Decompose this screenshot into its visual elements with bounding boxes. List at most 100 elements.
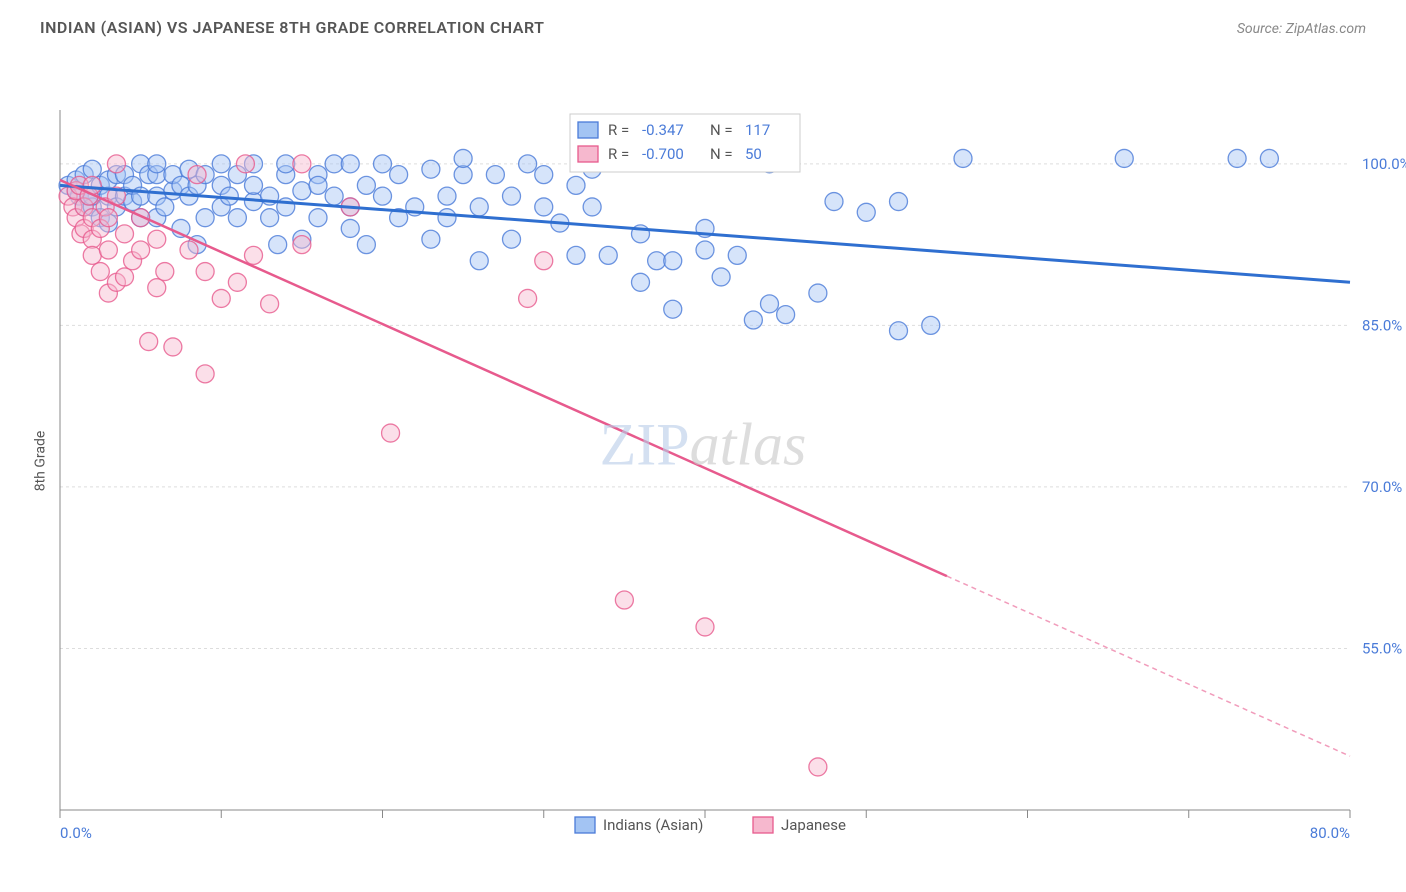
scatter-point [382, 424, 400, 442]
scatter-point [890, 193, 908, 211]
scatter-point [212, 289, 230, 307]
scatter-point [422, 230, 440, 248]
scatter-point [712, 268, 730, 286]
scatter-point [583, 198, 601, 216]
scatter-point [825, 193, 843, 211]
svg-text:N =: N = [710, 121, 733, 139]
scatter-point [761, 295, 779, 313]
scatter-point [99, 209, 117, 227]
scatter-point [236, 155, 254, 173]
scatter-point [228, 209, 246, 227]
svg-text:Japanese: Japanese [781, 816, 846, 834]
scatter-point [245, 176, 263, 194]
scatter-point [269, 236, 287, 254]
scatter-point [777, 306, 795, 324]
scatter-point [535, 252, 553, 270]
scatter-point [454, 166, 472, 184]
scatter-point [535, 198, 553, 216]
scatter-point [180, 241, 198, 259]
scatter-point [486, 166, 504, 184]
scatter-point [615, 591, 633, 609]
scatter-point [116, 225, 134, 243]
scatter-point [148, 230, 166, 248]
scatter-point [341, 155, 359, 173]
scatter-point [374, 187, 392, 205]
scatter-point [519, 155, 537, 173]
scatter-point [212, 155, 230, 173]
scatter-point [164, 338, 182, 356]
scatter-point [374, 155, 392, 173]
svg-text:50: 50 [745, 145, 762, 163]
scatter-point [664, 252, 682, 270]
scatter-point [228, 273, 246, 291]
scatter-point [309, 209, 327, 227]
y-tick-label: 70.0% [1362, 478, 1402, 496]
scatter-point [922, 316, 940, 334]
svg-text:-0.700: -0.700 [642, 145, 684, 163]
y-tick-label: 100.0% [1362, 155, 1406, 173]
scatter-point [519, 289, 537, 307]
scatter-point [132, 241, 150, 259]
scatter-point [438, 187, 456, 205]
scatter-point [1115, 149, 1133, 167]
scatter-point [156, 198, 174, 216]
scatter-point [83, 246, 101, 264]
scatter-point [196, 365, 214, 383]
scatter-point [503, 230, 521, 248]
scatter-point [470, 252, 488, 270]
svg-text:Indians (Asian): Indians (Asian) [603, 816, 703, 834]
svg-text:N =: N = [710, 145, 733, 163]
scatter-point [107, 155, 125, 173]
scatter-point [148, 279, 166, 297]
scatter-point [148, 155, 166, 173]
scatter-point [648, 252, 666, 270]
scatter-point [196, 209, 214, 227]
scatter-point [728, 246, 746, 264]
bottom-legend: Indians (Asian) Japanese [575, 816, 846, 834]
scatter-point [696, 241, 714, 259]
scatter-point [422, 160, 440, 178]
y-tick-label: 55.0% [1362, 639, 1402, 657]
scatter-point [357, 236, 375, 254]
scatter-point [261, 295, 279, 313]
source-label: Source: ZipAtlas.com [1237, 21, 1366, 37]
scatter-point [293, 155, 311, 173]
scatter-point [325, 155, 343, 173]
scatter-point [116, 268, 134, 286]
scatter-point [454, 149, 472, 167]
scatter-point [438, 209, 456, 227]
scatter-point [954, 149, 972, 167]
scatter-point [664, 300, 682, 318]
scatter-point [309, 176, 327, 194]
x-tick-label: 0.0% [60, 824, 92, 842]
scatter-point [809, 284, 827, 302]
scatter-point [390, 166, 408, 184]
scatter-point [890, 322, 908, 340]
scatter-point [744, 311, 762, 329]
legend-stats: R =-0.347N =117R =-0.700N =50 [570, 114, 800, 172]
y-axis-label: 8th Grade [32, 431, 48, 492]
scatter-point [357, 176, 375, 194]
scatter-point [91, 263, 109, 281]
correlation-chart: 55.0%70.0%85.0%100.0%0.0%80.0%R =-0.347N… [0, 50, 1406, 870]
scatter-point [1228, 149, 1246, 167]
chart-title: INDIAN (ASIAN) VS JAPANESE 8TH GRADE COR… [40, 18, 544, 37]
scatter-point [470, 198, 488, 216]
scatter-point [503, 187, 521, 205]
scatter-point [535, 166, 553, 184]
scatter-point [140, 333, 158, 351]
scatter-point [245, 246, 263, 264]
scatter-point [196, 263, 214, 281]
svg-text:117: 117 [745, 121, 770, 139]
scatter-point [567, 176, 585, 194]
scatter-point [809, 758, 827, 776]
scatter-point [857, 203, 875, 221]
scatter-point [156, 263, 174, 281]
scatter-point [99, 241, 117, 259]
scatter-point [567, 246, 585, 264]
svg-text:R =: R = [608, 121, 629, 139]
svg-text:-0.347: -0.347 [642, 121, 684, 139]
scatter-point [696, 618, 714, 636]
scatter-point [277, 155, 295, 173]
scatter-point [341, 219, 359, 237]
